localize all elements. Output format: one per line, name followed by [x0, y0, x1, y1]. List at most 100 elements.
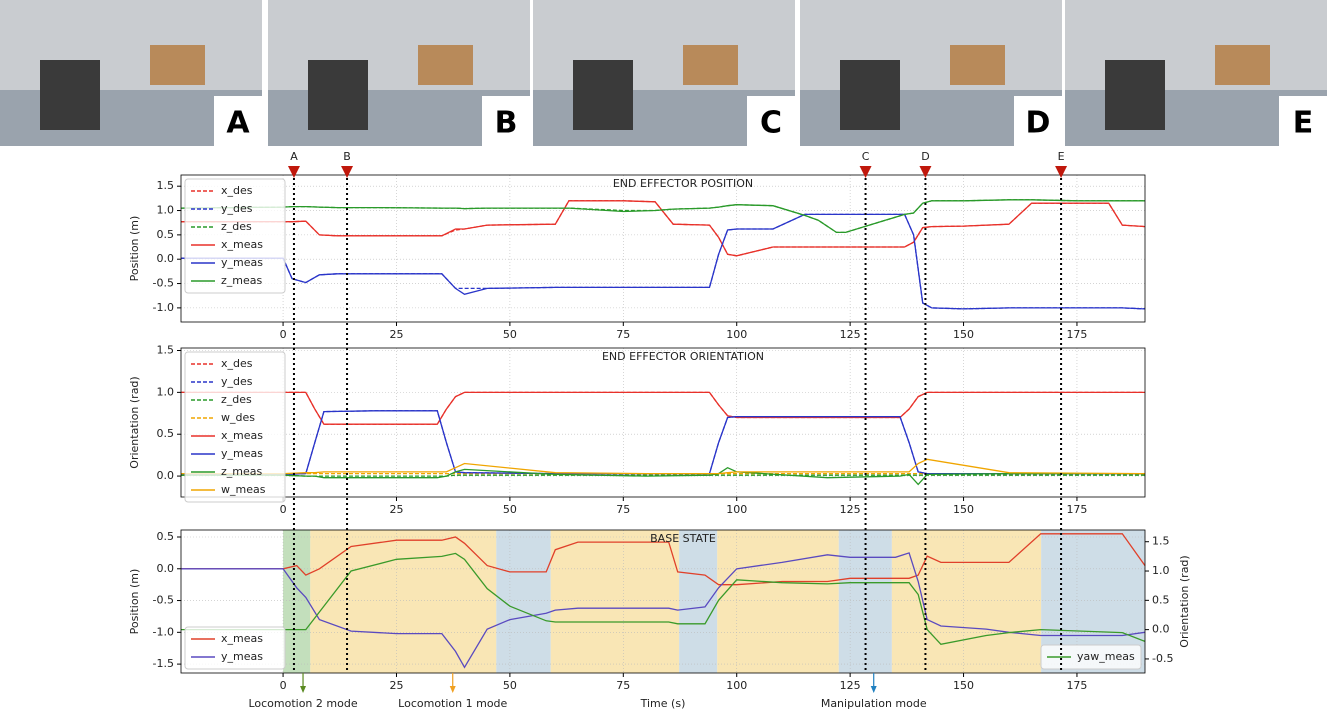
x-tick-label: 0	[280, 503, 287, 516]
figure: ABCDE02550751001251501751.51.00.50.0-0.5…	[0, 0, 1327, 715]
y-tick-label: 0.5	[157, 427, 175, 440]
event-label: B	[343, 150, 351, 163]
y-tick-label: 0.5	[157, 530, 175, 543]
series-line	[181, 459, 1145, 473]
mode-region	[679, 530, 717, 673]
y2-tick-label: 1.5	[1152, 535, 1170, 548]
series-line	[181, 392, 1145, 424]
annotation-label: Manipulation mode	[821, 697, 927, 710]
series-line	[181, 214, 1145, 309]
x-tick-label: 100	[726, 328, 747, 341]
x-tick-label: 175	[1066, 503, 1087, 516]
series-line	[181, 201, 1145, 256]
legend-label: yaw_meas	[1077, 650, 1135, 663]
y-tick-label: -0.5	[153, 594, 174, 607]
event-label: E	[1058, 150, 1065, 163]
panel-title: BASE STATE	[650, 532, 716, 545]
annotation-arrowhead	[871, 686, 877, 693]
y-tick-label: 0.0	[157, 562, 175, 575]
photo-box	[150, 45, 205, 85]
y-tick-label: 1.0	[157, 204, 175, 217]
x-tick-label: 50	[503, 328, 517, 341]
x-tick-label: 150	[953, 328, 974, 341]
event-marker	[341, 166, 353, 178]
y-axis-label: Position (m)	[128, 216, 141, 282]
photo-robot	[1105, 60, 1165, 130]
photo-letter: D	[1026, 106, 1051, 141]
legend-label: y_meas	[221, 256, 263, 269]
legend-label: y_meas	[221, 650, 263, 663]
y-tick-label: -1.0	[153, 301, 174, 314]
legend-label: x_des	[221, 184, 253, 197]
annotation-arrowhead	[450, 686, 456, 693]
x-tick-label: 50	[503, 503, 517, 516]
legend-label: z_des	[221, 220, 252, 233]
event-label: C	[862, 150, 870, 163]
x-tick-label: 100	[726, 503, 747, 516]
y-tick-label: -0.5	[153, 277, 174, 290]
x-tick-label: 150	[953, 503, 974, 516]
y-tick-label: 0.5	[157, 228, 175, 241]
photo-box	[1215, 45, 1270, 85]
photo-letter: B	[495, 106, 518, 141]
mode-region	[839, 530, 892, 673]
x-tick-label: 0	[280, 328, 287, 341]
photo-box	[418, 45, 473, 85]
photo-letter: A	[226, 106, 250, 141]
photo-box	[683, 45, 738, 85]
legend-label: x_meas	[221, 429, 263, 442]
photo-letter: C	[760, 106, 782, 141]
legend-label: w_meas	[221, 483, 266, 496]
legend-label: x_meas	[221, 238, 263, 251]
series-line	[181, 200, 1145, 233]
y2-axis-label: Orientation (rad)	[1178, 555, 1191, 647]
annotation-arrowhead	[300, 686, 306, 693]
photo-letter: E	[1293, 106, 1314, 141]
y-axis-label: Position (m)	[128, 569, 141, 635]
mode-region	[310, 530, 496, 673]
event-label: A	[290, 150, 298, 163]
y2-tick-label: -0.5	[1152, 652, 1173, 665]
y-tick-label: 0.0	[157, 469, 175, 482]
y2-tick-label: 0.5	[1152, 593, 1170, 606]
x-tick-label: 125	[840, 503, 861, 516]
series-line	[181, 214, 1145, 309]
x-tick-label: 25	[389, 503, 403, 516]
x-tick-label: 100	[726, 679, 747, 692]
x-tick-label: 25	[389, 679, 403, 692]
mode-region	[283, 530, 310, 673]
mode-region	[717, 530, 839, 673]
panel-title: END EFFECTOR ORIENTATION	[602, 350, 764, 363]
mode-region	[551, 530, 679, 673]
x-tick-label: 150	[953, 679, 974, 692]
panel-title: END EFFECTOR POSITION	[613, 177, 753, 190]
x-tick-label: 175	[1066, 328, 1087, 341]
x-tick-label: 125	[840, 328, 861, 341]
annotation-label: Locomotion 2 mode	[248, 697, 357, 710]
mode-region	[892, 530, 1041, 673]
y-tick-label: 1.5	[157, 179, 175, 192]
x-tick-label: 125	[840, 679, 861, 692]
y-tick-label: 0.0	[157, 252, 175, 265]
legend-label: z_meas	[221, 274, 262, 287]
event-marker	[288, 166, 300, 178]
y2-tick-label: 0.0	[1152, 623, 1170, 636]
series-line	[181, 200, 1145, 233]
y-axis-label: Orientation (rad)	[128, 376, 141, 468]
legend-label: w_des	[221, 411, 255, 424]
photo-robot	[40, 60, 100, 130]
x-tick-label: 0	[280, 679, 287, 692]
x-tick-label: 25	[389, 328, 403, 341]
x-tick-label: 75	[616, 503, 630, 516]
legend-label: z_des	[221, 393, 252, 406]
legend-label: y_meas	[221, 447, 263, 460]
x-axis-label: Time (s)	[640, 697, 686, 710]
x-tick-label: 50	[503, 679, 517, 692]
y2-tick-label: 1.0	[1152, 564, 1170, 577]
photo-robot	[308, 60, 368, 130]
event-marker	[919, 166, 931, 178]
x-tick-label: 175	[1066, 679, 1087, 692]
y-tick-label: -1.0	[153, 625, 174, 638]
y-tick-label: 1.5	[157, 344, 175, 357]
event-label: D	[921, 150, 929, 163]
